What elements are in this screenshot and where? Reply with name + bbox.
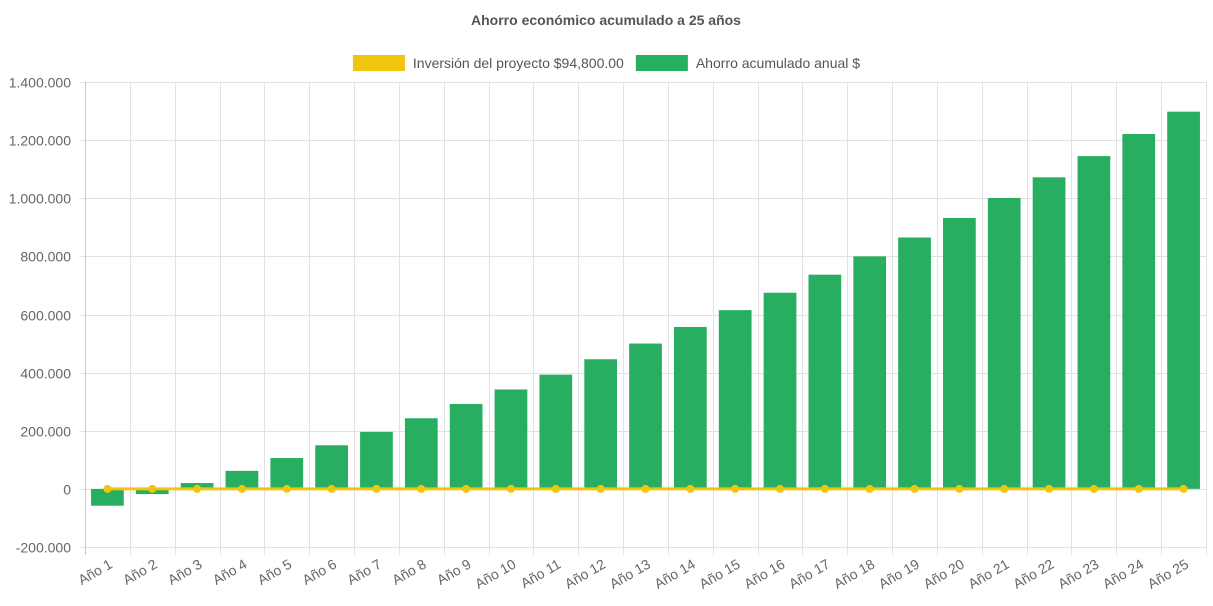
line-point[interactable] [417, 484, 426, 493]
line-point[interactable] [462, 484, 471, 493]
x-tick-label: Año 6 [299, 556, 339, 588]
bar[interactable] [270, 458, 304, 489]
line-point[interactable] [327, 484, 336, 493]
line-point[interactable] [596, 484, 605, 493]
line-point[interactable] [551, 484, 560, 493]
legend-label: Inversión del proyecto $94,800.00 [413, 55, 624, 71]
x-axis-ticks: Año 1 Año 2 Año 3 Año 4 Año 5 Año 6 Año 7 Año 8… [75, 556, 1191, 592]
x-tick-label: Año 9 [434, 556, 474, 588]
bar[interactable] [898, 237, 931, 489]
legend-item[interactable]: Ahorro acumulado anual $ [635, 55, 860, 71]
x-tick-label: Año 22 [1010, 556, 1057, 592]
line-point[interactable] [820, 484, 829, 493]
x-tick-label: Año 7 [344, 556, 384, 588]
line-point[interactable] [237, 484, 246, 493]
x-tick-label: Año 19 [876, 556, 923, 592]
line-series [103, 484, 1188, 493]
bar[interactable] [853, 256, 887, 489]
bar[interactable] [360, 431, 393, 489]
bar[interactable] [225, 470, 259, 489]
x-tick-label: Año 8 [389, 556, 429, 588]
bar[interactable] [718, 310, 752, 489]
x-tick-label: Año 15 [696, 556, 743, 592]
legend-swatch [352, 55, 405, 71]
y-tick-label: 0 [63, 482, 71, 498]
chart-title: Ahorro económico acumulado a 25 años [471, 12, 741, 28]
line-point[interactable] [955, 484, 964, 493]
x-tick-label: Año 1 [75, 556, 115, 588]
y-tick-label: 1.400.000 [9, 75, 71, 91]
line-point[interactable] [641, 484, 650, 493]
line-point[interactable] [1179, 484, 1188, 493]
x-tick-label: Año 3 [165, 556, 205, 588]
bar[interactable] [584, 359, 618, 489]
y-tick-label: 1.200.000 [9, 133, 71, 149]
x-tick-label: Año 5 [255, 556, 295, 588]
line-point[interactable] [148, 484, 157, 493]
bar[interactable] [987, 197, 1021, 489]
x-tick-label: Año 25 [1145, 556, 1192, 592]
y-tick-label: 200.000 [20, 424, 71, 440]
line-point[interactable] [506, 484, 515, 493]
x-tick-label: Año 16 [741, 556, 788, 592]
bar[interactable] [1167, 111, 1200, 489]
line-point[interactable] [372, 484, 381, 493]
bar[interactable] [494, 389, 528, 489]
line-point[interactable] [1000, 484, 1009, 493]
bar[interactable] [404, 418, 438, 489]
bar[interactable] [808, 274, 842, 489]
x-tick-label: Año 18 [831, 556, 878, 592]
line-point[interactable] [686, 484, 695, 493]
bar-series [91, 111, 1200, 506]
x-tick-label: Año 17 [786, 556, 833, 592]
line-point[interactable] [1045, 484, 1054, 493]
line-point[interactable] [910, 484, 919, 493]
line-point[interactable] [865, 484, 874, 493]
line-point[interactable] [1134, 484, 1143, 493]
bar[interactable] [539, 374, 573, 489]
x-tick-label: Año 24 [1100, 556, 1147, 592]
bar[interactable] [943, 218, 976, 489]
line-point[interactable] [776, 484, 785, 493]
x-tick-label: Año 4 [210, 556, 250, 588]
x-tick-label: Año 12 [562, 556, 609, 592]
x-tick-label: Año 23 [1055, 556, 1102, 592]
line-point[interactable] [282, 484, 291, 493]
y-tick-label: -200.000 [16, 540, 71, 556]
bar[interactable] [763, 292, 797, 489]
line-point[interactable] [731, 484, 740, 493]
x-tick-label: Año 2 [120, 556, 160, 588]
y-tick-label: 400.000 [20, 366, 71, 382]
x-tick-label: Año 20 [920, 556, 967, 592]
legend: Inversión del proyecto $94,800.00 Ahorro … [352, 55, 860, 71]
bar[interactable] [1077, 156, 1111, 489]
legend-label: Ahorro acumulado anual $ [696, 55, 860, 71]
x-tick-label: Año 14 [651, 556, 698, 592]
y-axis-ticks: 1.400.000 1.200.000 1.000.000 800.000 600.00… [9, 75, 72, 556]
bar[interactable] [629, 343, 662, 489]
legend-swatch [635, 55, 688, 71]
x-tick-label: Año 10 [472, 556, 519, 592]
x-tick-label: Año 13 [607, 556, 654, 592]
y-tick-label: 800.000 [20, 249, 71, 265]
bar[interactable] [1122, 134, 1156, 489]
bar[interactable] [449, 404, 483, 489]
bar[interactable] [673, 326, 707, 489]
line-point[interactable] [103, 484, 112, 493]
grid-lines [79, 82, 1207, 555]
bar[interactable] [91, 488, 124, 506]
x-tick-label: Año 11 [518, 556, 564, 592]
bar[interactable] [1032, 177, 1066, 489]
bar[interactable] [315, 445, 348, 489]
y-tick-label: 600.000 [20, 308, 71, 324]
line-point[interactable] [193, 484, 202, 493]
line-point[interactable] [1089, 484, 1098, 493]
x-tick-label: Año 21 [965, 556, 1012, 592]
legend-item[interactable]: Inversión del proyecto $94,800.00 [352, 55, 624, 71]
y-tick-label: 1.000.000 [9, 191, 71, 207]
